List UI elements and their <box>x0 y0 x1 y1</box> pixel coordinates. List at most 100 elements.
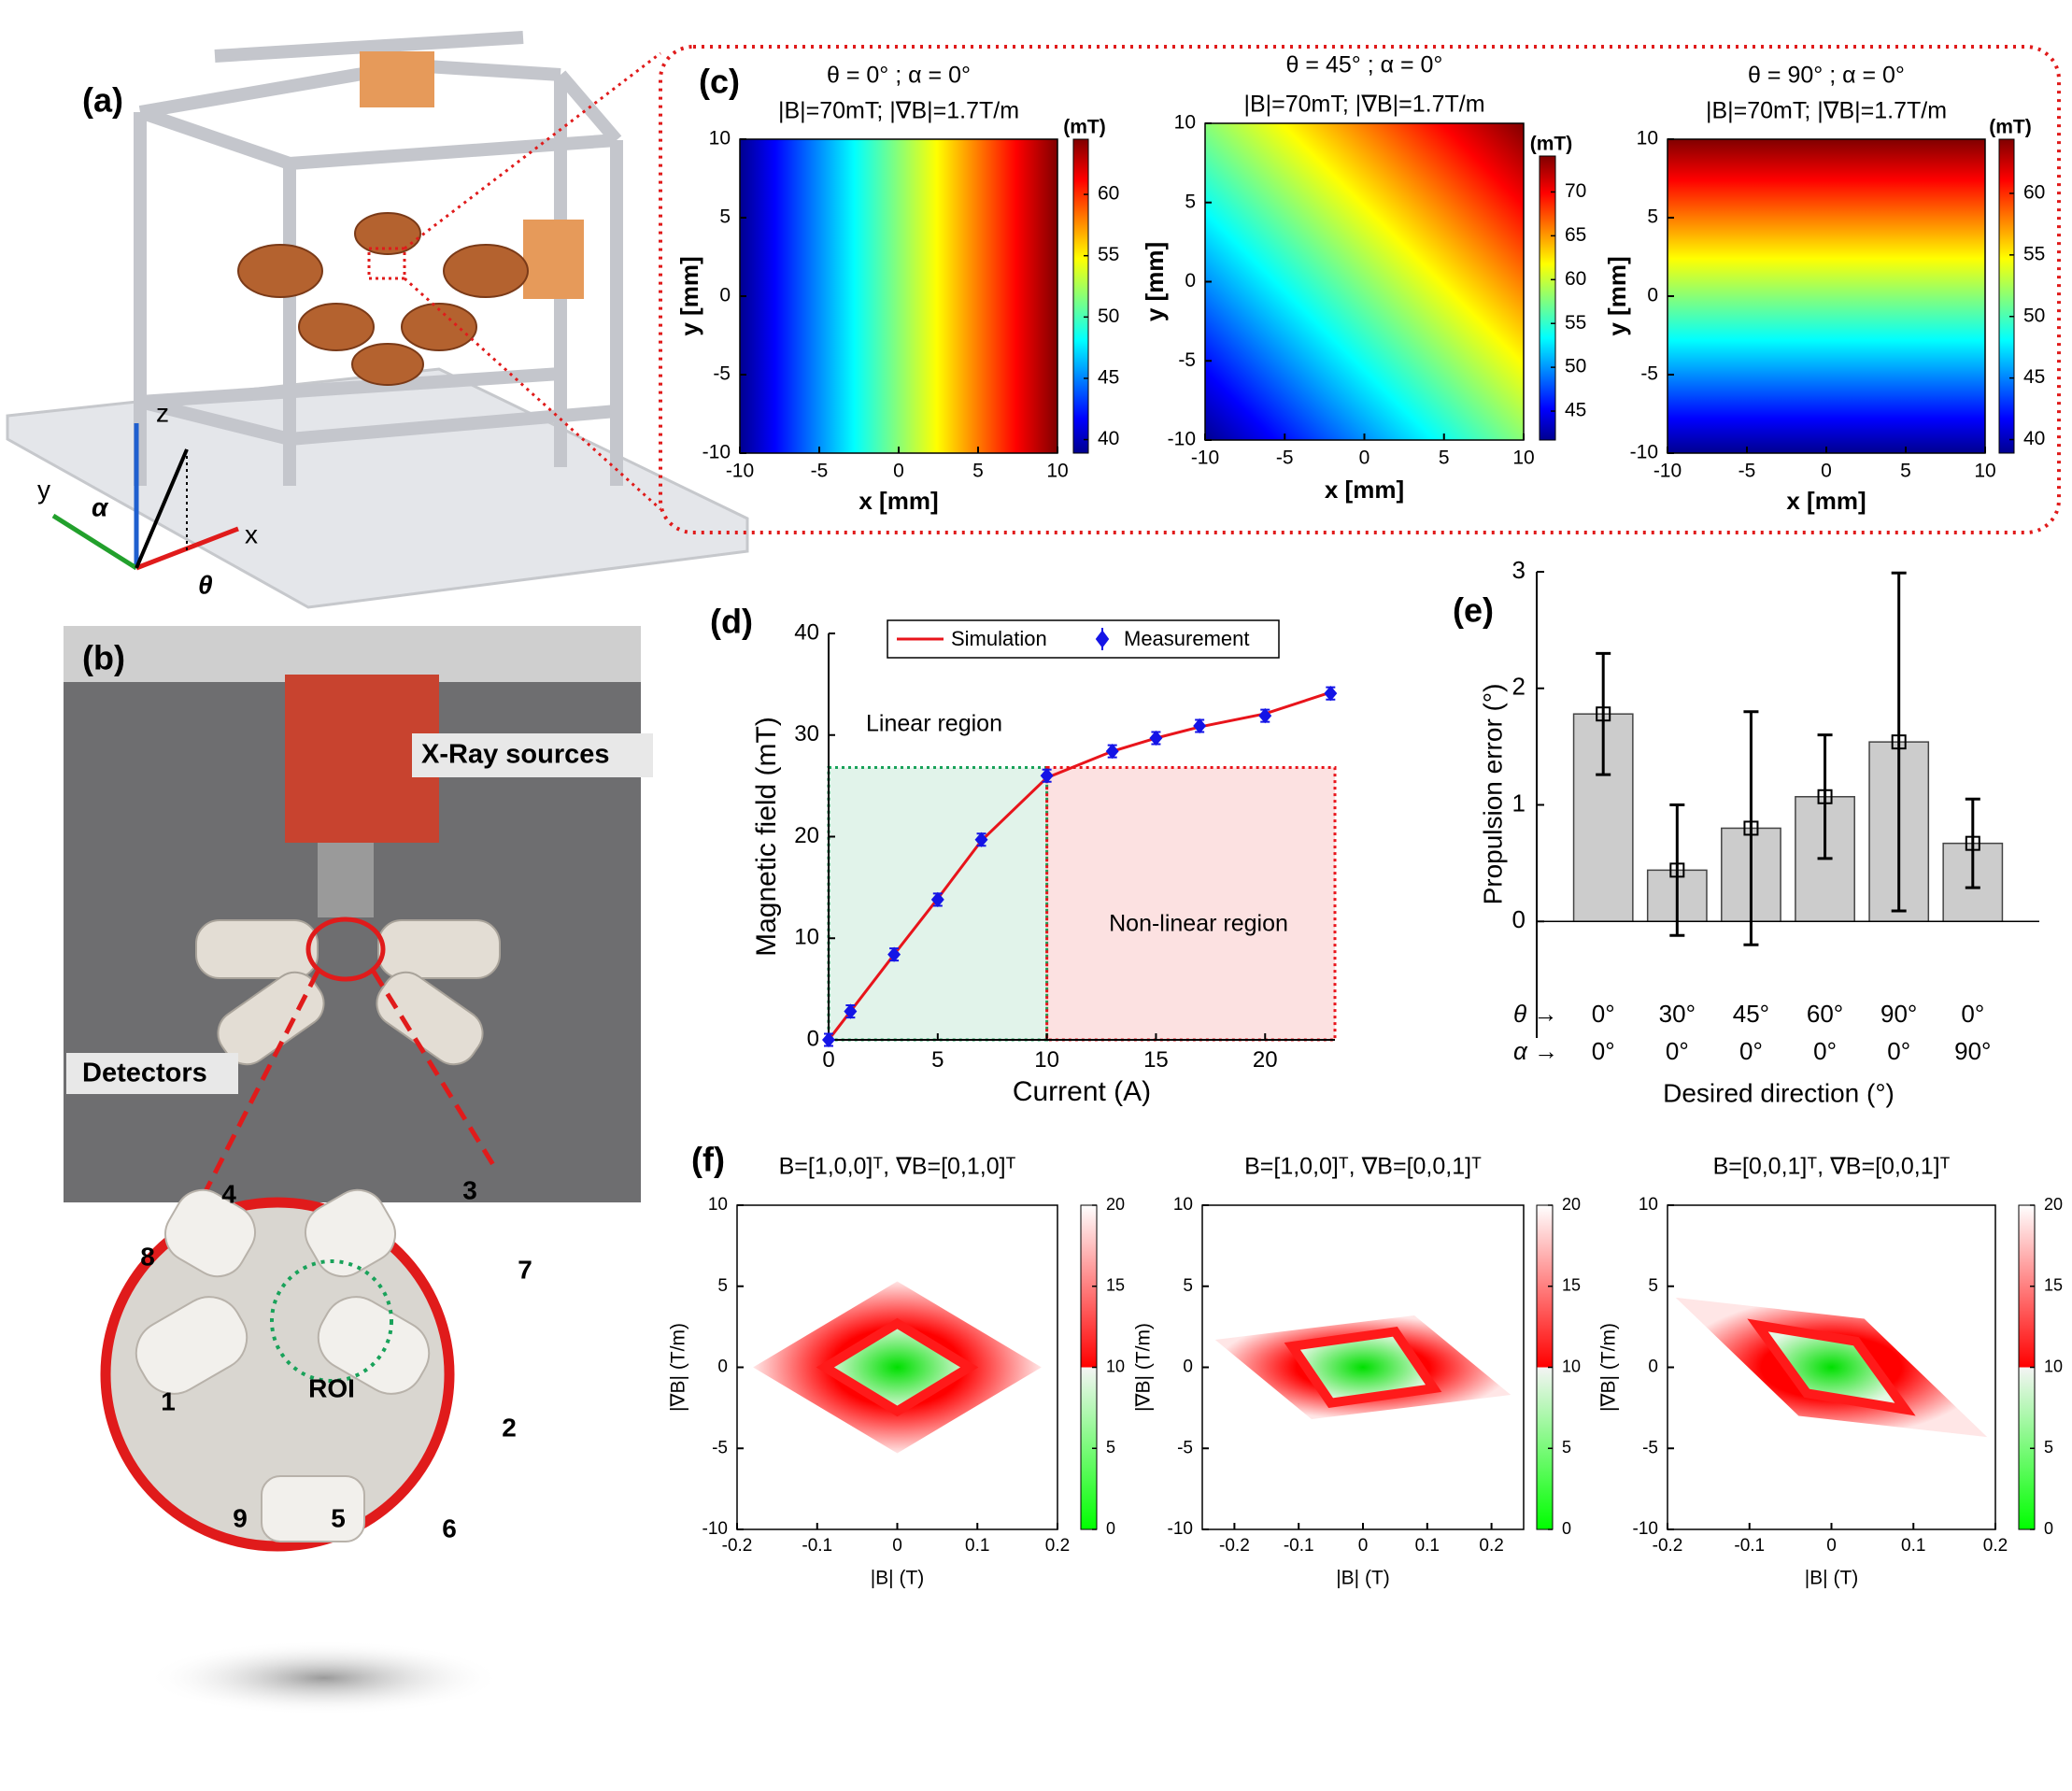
y-axis-label: |∇B| (T/m) <box>1598 1323 1620 1412</box>
y-tick-label: -5 <box>1178 349 1196 371</box>
x-tick-label: -10 <box>726 460 754 481</box>
point <box>1891 734 1907 750</box>
y-tick-label: 1 <box>1512 789 1526 817</box>
axis-label: α <box>92 492 109 521</box>
point <box>1105 743 1119 760</box>
x-tick-label: 0° <box>1961 1000 1984 1028</box>
xray-block <box>360 51 434 107</box>
x-tick-label: 5 <box>1439 447 1450 468</box>
y-tick-label: 40 <box>794 619 819 645</box>
colorbar-tick-label: 10 <box>2044 1357 2063 1375</box>
y-tick-label: 0 <box>1647 285 1658 306</box>
colorbar-tick-label: 60 <box>2023 182 2045 204</box>
magnified-coils <box>135 1188 431 1542</box>
y-tick-label: 10 <box>709 128 731 149</box>
shadow <box>147 1641 502 1715</box>
colorbar-tick-label: 55 <box>1098 244 1119 265</box>
colorbar-tick-label: 10 <box>1562 1357 1581 1375</box>
point <box>1669 862 1685 878</box>
colorbar-tick-label: 50 <box>2023 305 2045 326</box>
point <box>1149 730 1163 746</box>
colorbar-tick-label: 20 <box>1106 1195 1125 1214</box>
y-tick-label: 0 <box>719 285 731 306</box>
y-tick-label: 10 <box>1637 128 1658 149</box>
coil-number: 9 <box>233 1503 248 1532</box>
x-tick-label: -0.1 <box>1284 1536 1314 1556</box>
x-axis-label: x [mm] <box>1325 476 1404 504</box>
y-axis-label: |∇B| (T/m) <box>668 1323 689 1412</box>
x-tick-label: 30° <box>1659 1000 1696 1028</box>
x-tick-label: 0 <box>1359 447 1370 468</box>
coil-number: 5 <box>331 1503 346 1532</box>
y-tick-label: 10 <box>1173 1195 1193 1215</box>
error-bar <box>1965 797 1980 889</box>
x-tick-label: 5 <box>931 1047 944 1073</box>
x-tick-label: 10 <box>1512 447 1534 468</box>
y-tick-label: -10 <box>702 1519 728 1539</box>
point <box>887 946 901 962</box>
coil-number: 2 <box>502 1413 517 1442</box>
colorbar-tick-label: 55 <box>1565 312 1586 334</box>
photo-label: X-Ray sources <box>421 740 610 770</box>
x-tick-label: -0.2 <box>1653 1536 1683 1556</box>
colorbar-tick-label: 10 <box>1106 1357 1125 1375</box>
x-tick-label: 20 <box>1253 1047 1278 1073</box>
x-tick-label: 15 <box>1143 1047 1169 1073</box>
y-axis-label: y [mm] <box>1603 256 1631 335</box>
y-axis-label: y [mm] <box>675 256 703 335</box>
point <box>930 891 944 908</box>
x-tick-label: 60° <box>1807 1000 1843 1028</box>
colorbar-tick-label: 0 <box>2044 1519 2053 1538</box>
x-tick-label: -5 <box>811 460 829 481</box>
chart-subtitle: |B|=70mT; |∇B|=1.7T/m <box>1243 92 1484 118</box>
panel-label: (b) <box>82 639 125 677</box>
setup-photo: X-Ray sources Detectors <box>64 626 653 1715</box>
colorbar-tick-label: 5 <box>1562 1438 1571 1457</box>
colorbar <box>1539 155 1556 441</box>
coil-number: 3 <box>462 1175 477 1204</box>
x-tick-label: 10 <box>1974 460 1995 481</box>
zoom-line <box>371 970 498 1170</box>
chart-title: B=[0,0,1]ᵀ, ∇B=[0,0,1]ᵀ <box>1713 1154 1951 1180</box>
error-bar <box>1669 803 1685 937</box>
x-tick-label: 0.1 <box>965 1536 989 1556</box>
roi-label: ROI <box>308 1373 355 1402</box>
x-tick-label: -5 <box>1276 447 1294 468</box>
colorbar-tick-label: 60 <box>1098 183 1119 205</box>
point <box>1596 706 1611 722</box>
y-axis-label: |∇B| (T/m) <box>1133 1323 1155 1412</box>
y-tick-label: 5 <box>1183 1276 1193 1296</box>
coil-number: 8 <box>140 1242 155 1271</box>
axis-label: θ <box>198 570 213 599</box>
y-tick-label: 20 <box>794 823 819 848</box>
y-tick-label: 10 <box>794 925 819 950</box>
floor-plate <box>6 367 749 609</box>
x-tick-label: -10 <box>1191 447 1219 468</box>
y-tick-label: 30 <box>794 721 819 746</box>
y-tick-label: 0 <box>1185 270 1196 291</box>
x-tick-label: 90° <box>1880 1000 1917 1028</box>
x-tick-label: 0.2 <box>1983 1536 2008 1556</box>
x-axis-label: Current (A) <box>1013 1076 1151 1107</box>
x-tick-label: 0° <box>1813 1037 1837 1065</box>
region-label: Non-linear region <box>1109 911 1288 937</box>
colorbar-tick-label: 0 <box>1562 1519 1571 1538</box>
error-bar <box>1891 571 1907 913</box>
colorbar-tick-label: 20 <box>2044 1195 2063 1214</box>
y-tick-label: -5 <box>713 363 731 385</box>
colorbar-tick-label: 20 <box>1562 1195 1581 1214</box>
x-tick-label: -0.1 <box>802 1536 832 1556</box>
inner-region <box>1284 1326 1442 1409</box>
chart-subtitle: |B|=70mT; |∇B|=1.7T/m <box>778 98 1019 124</box>
y-tick-label: 5 <box>1647 206 1658 228</box>
photo-frame <box>64 626 641 682</box>
y-axis-label: y [mm] <box>1141 242 1169 321</box>
y-axis-label: Propulsion error (°) <box>1478 684 1507 905</box>
x-tick-label: 0.2 <box>1479 1536 1503 1556</box>
axis-label: z <box>156 398 169 427</box>
colorbar-tick-label: 50 <box>1098 306 1119 327</box>
point <box>1817 789 1833 804</box>
x-tick-label: -5 <box>1738 460 1756 481</box>
point <box>822 1031 835 1048</box>
axis-label: x <box>245 519 258 548</box>
